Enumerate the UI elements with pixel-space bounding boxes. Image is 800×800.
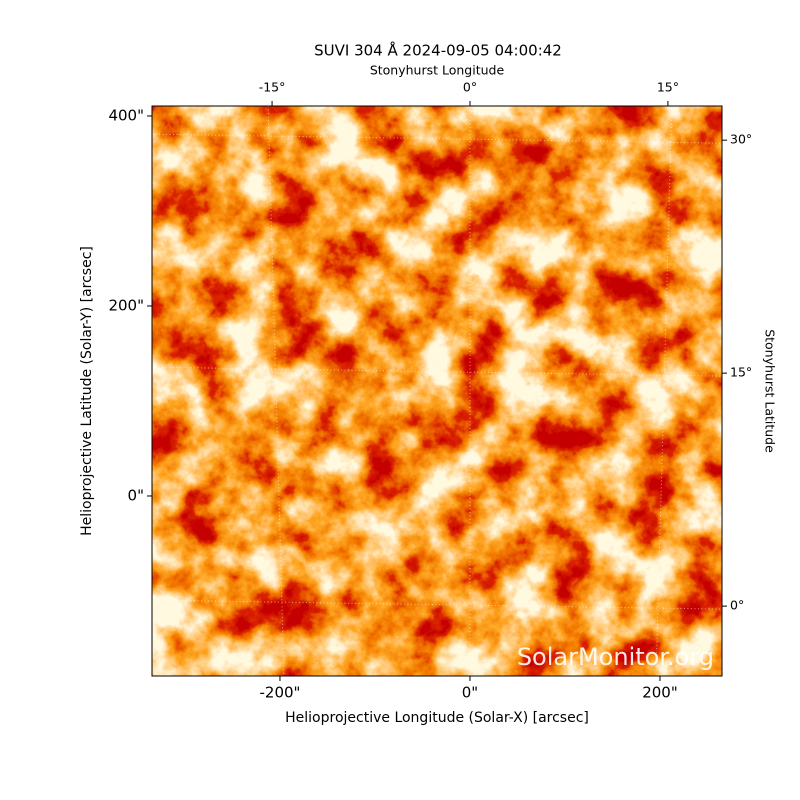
grid-line [267,106,285,676]
grid-line [152,599,722,610]
solar-image [152,106,722,676]
x2-tick-label: -15° [259,80,286,95]
grid [152,106,722,676]
y2-label: Stonyhurst Latitude [763,329,778,453]
x2-tick-label: 15° [657,80,679,95]
x2-tick-label: 0° [463,80,477,95]
grid-line [655,106,673,676]
y2-tick-label: 0° [730,598,744,613]
chart-title: SUVI 304 Å 2024-09-05 04:00:42 [314,41,562,60]
x-tick-label: 0" [462,684,478,702]
x-tick-label: -200" [259,684,300,702]
watermark: SolarMonitor.org [517,643,714,671]
y-tick-label: 200" [108,296,144,314]
y-tick-label: 0" [128,486,144,504]
x-label: Helioprojective Longitude (Solar-X) [arc… [285,710,589,726]
x-tick-label: 200" [642,684,678,702]
grid-line [152,366,722,377]
y2-tick-label: 30° [730,132,752,147]
grid-line [152,133,722,144]
plot-frame [151,105,723,677]
y-label: Helioprojective Latitude (Solar-Y) [arcs… [79,246,95,536]
y2-tick-label: 15° [730,365,752,380]
x2-label: Stonyhurst Longitude [370,63,505,78]
y-tick-label: 400" [108,106,144,124]
